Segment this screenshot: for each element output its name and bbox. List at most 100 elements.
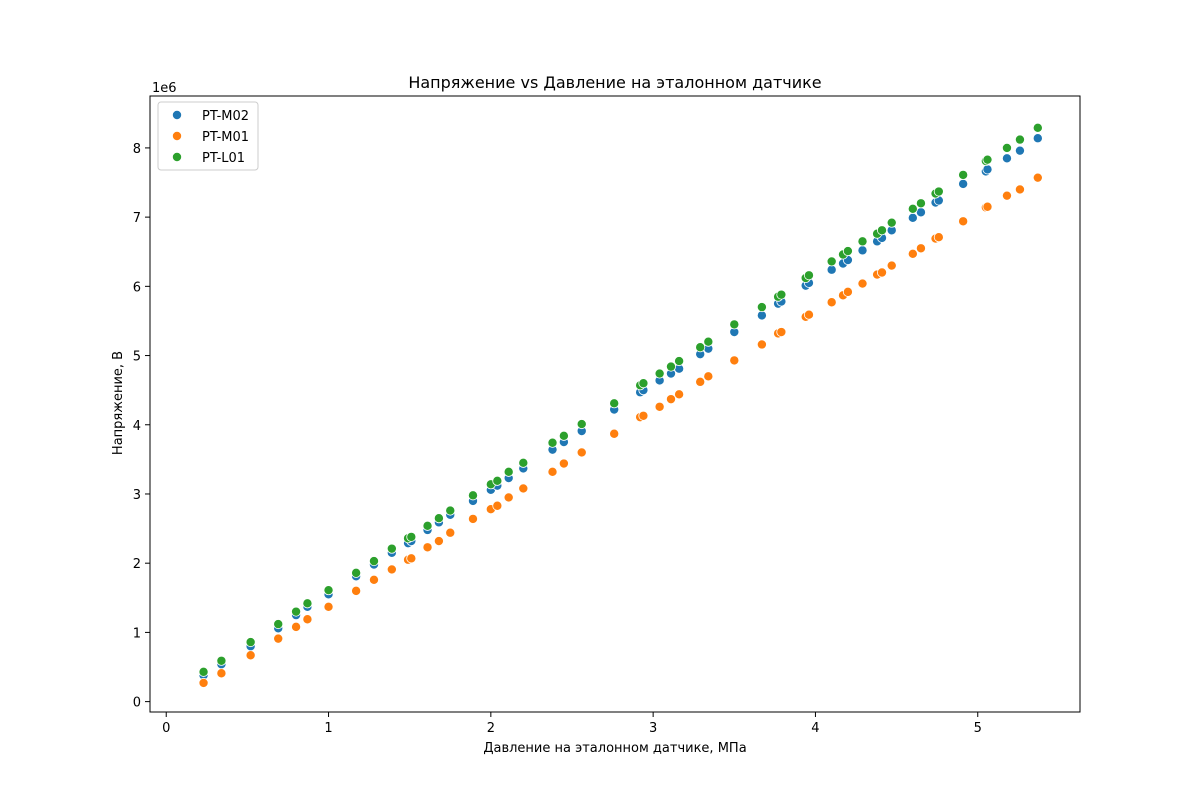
data-point [198, 666, 209, 677]
data-point [406, 531, 417, 542]
data-point [273, 619, 284, 630]
data-point [1014, 134, 1025, 145]
y-offset-label: 1e6 [152, 81, 177, 96]
data-point [467, 490, 478, 501]
data-point [695, 342, 706, 353]
data-point [467, 513, 478, 524]
data-point [1032, 122, 1043, 133]
data-point [729, 319, 740, 330]
series-pt-l01 [198, 122, 1043, 677]
data-point [982, 201, 993, 212]
data-point [547, 437, 558, 448]
data-point [518, 457, 529, 468]
legend-label: PT-L01 [202, 151, 245, 166]
data-point [886, 260, 897, 271]
data-point [503, 492, 514, 503]
axes-frame [149, 95, 1081, 713]
data-point [1014, 184, 1025, 195]
data-point [1014, 145, 1025, 156]
data-point [703, 336, 714, 347]
data-point [729, 355, 740, 366]
data-point [386, 564, 397, 575]
data-point [907, 203, 918, 214]
y-tick-label: 4 [133, 419, 141, 434]
data-point [503, 466, 514, 477]
x-tick-label: 5 [974, 721, 982, 736]
data-point [445, 505, 456, 516]
data-point [756, 310, 767, 321]
data-point [433, 536, 444, 547]
data-point [933, 186, 944, 197]
data-point [857, 245, 868, 256]
x-tick-label: 3 [649, 721, 657, 736]
data-point [576, 447, 587, 458]
legend-marker [171, 151, 182, 162]
y-tick-label: 3 [133, 488, 141, 503]
data-point [433, 513, 444, 524]
data-point [245, 637, 256, 648]
data-point [273, 633, 284, 644]
data-point [933, 232, 944, 243]
y-axis-label: Напряжение, В [111, 351, 126, 455]
ticks-layer: 0 1 2 3 4 5 0 1 2 3 4 5 6 7 8 [133, 142, 982, 736]
data-point [876, 267, 887, 278]
data-point [609, 428, 620, 439]
data-point [558, 430, 569, 441]
data-point [609, 398, 620, 409]
y-tick-label: 8 [133, 142, 141, 157]
data-point [302, 614, 313, 625]
data-point [1032, 133, 1043, 144]
data-point [665, 394, 676, 405]
data-point [323, 601, 334, 612]
data-point [1032, 172, 1043, 183]
y-tick-label: 6 [133, 280, 141, 295]
data-point [518, 483, 529, 494]
data-point [492, 475, 503, 486]
data-point [406, 553, 417, 564]
data-point [1001, 190, 1012, 201]
y-tick-label: 5 [133, 350, 141, 365]
data-point [368, 574, 379, 585]
data-point [826, 256, 837, 267]
legend-label: PT-M02 [202, 109, 249, 124]
data-point [558, 458, 569, 469]
data-point [291, 621, 302, 632]
data-point [1001, 153, 1012, 164]
data-point [907, 212, 918, 223]
data-point [826, 297, 837, 308]
data-point [245, 650, 256, 661]
legend-marker [171, 130, 182, 141]
data-point [826, 264, 837, 275]
data-point [982, 164, 993, 175]
legend-label: PT-M01 [202, 130, 249, 145]
y-tick-label: 7 [133, 211, 141, 226]
chart-title: Напряжение vs Давление на эталонном датч… [408, 73, 821, 92]
data-point [638, 410, 649, 421]
data-point [958, 178, 969, 189]
data-point [756, 302, 767, 313]
data-point [695, 376, 706, 387]
data-point [915, 198, 926, 209]
x-axis-label: Давление на эталонном датчике, МПа [483, 741, 746, 756]
data-point [422, 542, 433, 553]
legend: PT-M02 PT-M01 PT-L01 [157, 101, 259, 171]
data-point [302, 598, 313, 609]
data-point [654, 401, 665, 412]
data-point [638, 378, 649, 389]
x-tick-label: 4 [811, 721, 819, 736]
data-point [216, 655, 227, 666]
data-point [351, 585, 362, 596]
data-point [323, 585, 334, 596]
data-point [1001, 142, 1012, 153]
data-point [216, 668, 227, 679]
data-point [547, 466, 558, 477]
data-point [756, 339, 767, 350]
data-point [776, 327, 787, 338]
data-point [803, 309, 814, 320]
data-point [674, 356, 685, 367]
data-point [576, 419, 587, 430]
y-tick-label: 0 [133, 696, 141, 711]
data-point [915, 243, 926, 254]
data-point [842, 286, 853, 297]
legend-marker [171, 110, 182, 121]
